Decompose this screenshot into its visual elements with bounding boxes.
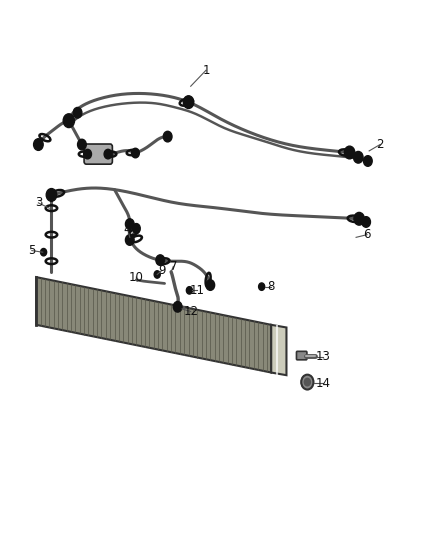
Circle shape — [156, 255, 165, 265]
Text: 12: 12 — [183, 305, 198, 318]
Circle shape — [301, 375, 314, 390]
Circle shape — [173, 302, 182, 312]
Text: 6: 6 — [363, 228, 371, 241]
Circle shape — [104, 149, 112, 159]
FancyBboxPatch shape — [297, 351, 307, 360]
Circle shape — [132, 223, 140, 233]
Text: 5: 5 — [28, 244, 35, 257]
Text: 13: 13 — [316, 350, 331, 363]
Text: 10: 10 — [129, 271, 144, 284]
Text: 1: 1 — [202, 64, 210, 77]
Circle shape — [73, 108, 82, 118]
Circle shape — [125, 219, 134, 229]
Text: 3: 3 — [35, 196, 42, 209]
Polygon shape — [36, 277, 271, 373]
Circle shape — [34, 139, 43, 150]
Circle shape — [206, 280, 215, 290]
Circle shape — [131, 148, 139, 158]
Circle shape — [154, 271, 160, 278]
Circle shape — [362, 216, 371, 227]
Circle shape — [184, 96, 194, 109]
Text: 9: 9 — [158, 264, 165, 277]
Circle shape — [63, 114, 74, 127]
Circle shape — [125, 235, 134, 245]
Circle shape — [344, 146, 355, 159]
FancyBboxPatch shape — [84, 144, 113, 164]
Circle shape — [258, 283, 265, 290]
Circle shape — [353, 151, 363, 163]
Circle shape — [304, 378, 311, 386]
Circle shape — [364, 156, 372, 166]
Text: 11: 11 — [190, 284, 205, 297]
Circle shape — [78, 139, 86, 150]
Circle shape — [46, 189, 57, 201]
Circle shape — [186, 287, 192, 294]
Circle shape — [84, 149, 92, 159]
Circle shape — [354, 213, 364, 225]
Text: 7: 7 — [170, 260, 177, 273]
Text: 14: 14 — [316, 377, 331, 390]
Text: 8: 8 — [268, 280, 275, 293]
Polygon shape — [271, 325, 286, 375]
Text: 2: 2 — [376, 138, 384, 151]
Text: 4: 4 — [124, 223, 131, 236]
Circle shape — [163, 131, 172, 142]
Circle shape — [41, 248, 47, 256]
